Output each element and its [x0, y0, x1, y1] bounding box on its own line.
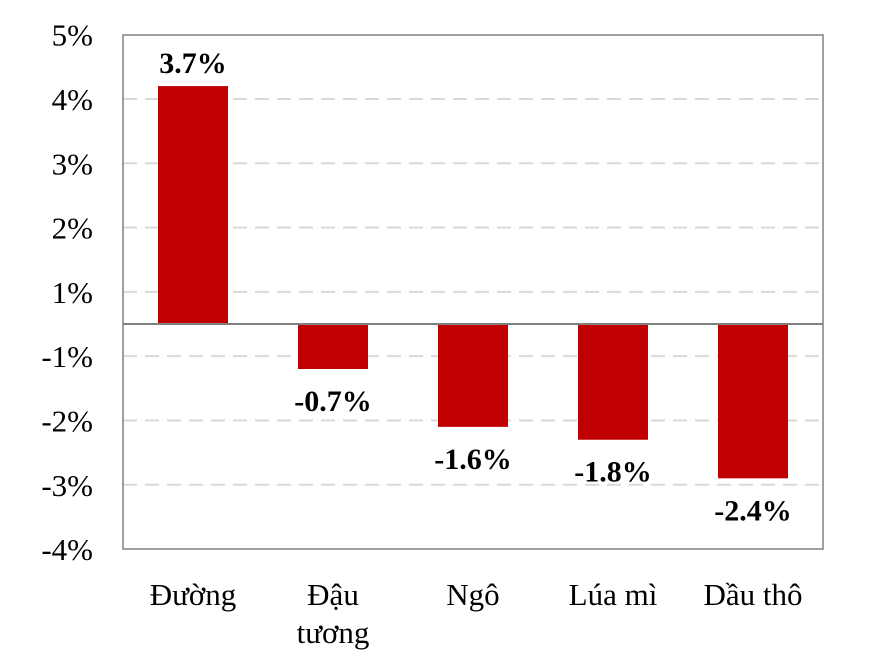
category-label: Ngô — [446, 577, 499, 612]
y-tick-label: 3% — [52, 146, 93, 181]
category-label: Đậu — [307, 577, 359, 612]
data-label: -2.4% — [714, 494, 792, 527]
bar — [718, 324, 788, 479]
y-axis-tick-labels: 5% 4% 3% 2% 1% -1% -2% -3% -4% — [41, 18, 93, 567]
gridlines — [123, 97, 823, 486]
bars — [158, 86, 788, 479]
y-tick-label: 1% — [52, 275, 93, 310]
category-label: Đường — [150, 577, 237, 612]
plot-area-border — [122, 34, 824, 550]
bar — [438, 324, 508, 427]
category-label: tương — [297, 615, 370, 650]
y-tick-label: 2% — [52, 211, 93, 246]
y-tick-label: 4% — [52, 82, 93, 117]
y-tick-label: -1% — [41, 339, 93, 374]
bar — [158, 86, 228, 324]
data-label: 3.7% — [159, 47, 227, 80]
y-tick-label: 5% — [52, 18, 93, 53]
data-label: -0.7% — [294, 385, 372, 418]
category-label: Lúa mì — [569, 577, 658, 612]
y-tick-label: -4% — [41, 532, 93, 567]
bar — [298, 324, 368, 370]
y-tick-label: -3% — [41, 468, 93, 503]
data-label: -1.8% — [574, 456, 652, 489]
category-label: Dầu thô — [703, 577, 802, 612]
data-label: -1.6% — [434, 443, 512, 476]
y-tick-label: -2% — [41, 403, 93, 438]
bar — [578, 324, 648, 440]
data-labels: 3.7% -0.7% -1.6% -1.8% -2.4% — [159, 47, 792, 527]
